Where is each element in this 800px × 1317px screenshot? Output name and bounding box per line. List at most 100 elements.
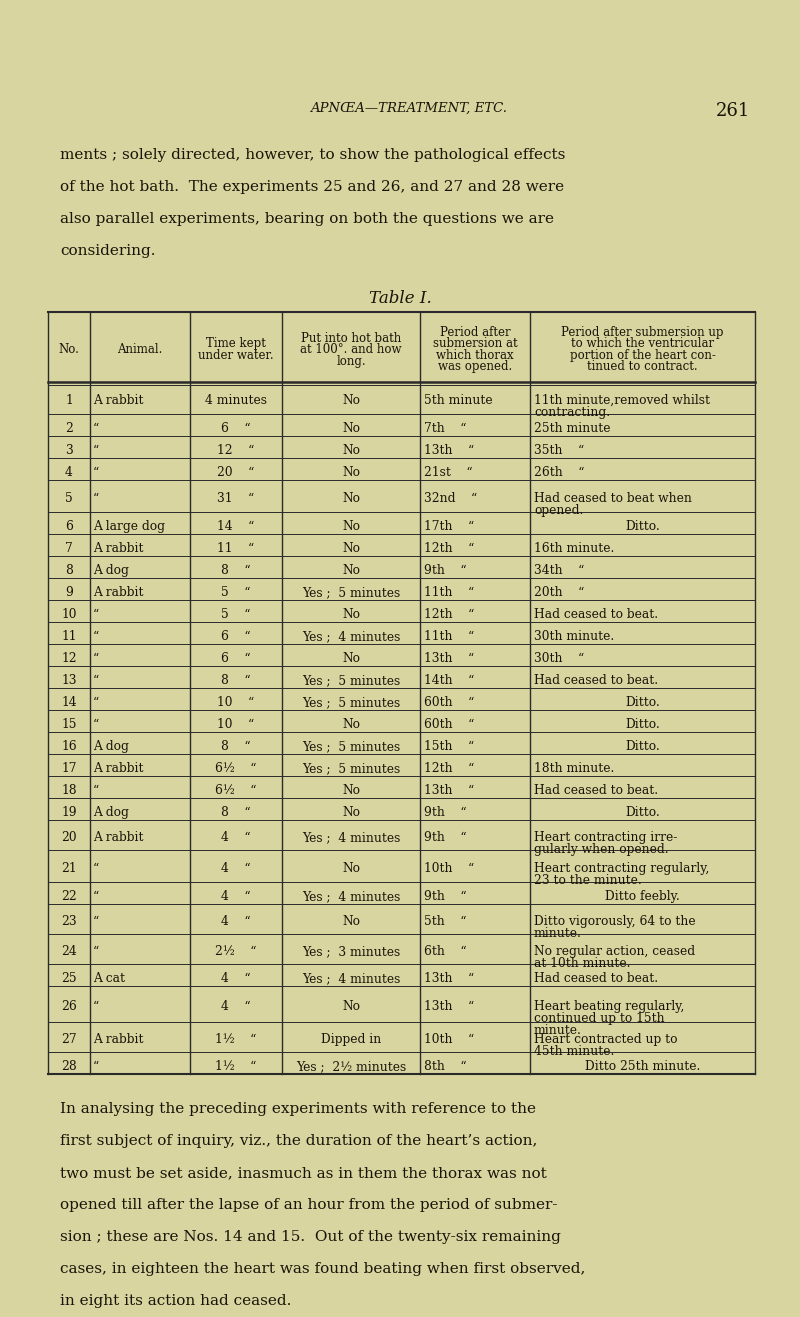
Text: 13th    “: 13th “ [424,652,474,665]
Text: 14    “: 14 “ [218,520,254,533]
Text: Ditto 25th minute.: Ditto 25th minute. [585,1060,700,1073]
Text: No: No [342,608,360,622]
Text: 10    “: 10 “ [218,718,254,731]
Text: two must be set aside, inasmuch as in them the thorax was not: two must be set aside, inasmuch as in th… [60,1166,546,1180]
Text: 13th    “: 13th “ [424,1000,474,1013]
Text: 5th    “: 5th “ [424,915,466,928]
Text: “: “ [93,674,99,687]
Text: 20: 20 [61,831,77,844]
Text: 8    “: 8 “ [221,806,251,819]
Text: APNŒA—TREATMENT, ETC.: APNŒA—TREATMENT, ETC. [310,101,507,115]
Text: 1½    “: 1½ “ [215,1060,257,1073]
Text: Had ceased to beat.: Had ceased to beat. [534,972,658,985]
Text: No: No [342,806,360,819]
Text: minute.: minute. [534,927,582,940]
Text: Ditto vigorously, 64 to the: Ditto vigorously, 64 to the [534,915,696,928]
Text: 12: 12 [61,652,77,665]
Text: 9th    “: 9th “ [424,565,466,577]
Text: 10th    “: 10th “ [424,863,474,876]
Text: Had ceased to beat.: Had ceased to beat. [534,608,658,622]
Text: 4    “: 4 “ [221,831,251,844]
Text: Heart contracting irre-: Heart contracting irre- [534,831,678,844]
Text: Table I.: Table I. [369,290,431,307]
Text: 4 minutes: 4 minutes [205,394,267,407]
Text: 30th    “: 30th “ [534,652,584,665]
Text: A rabbit: A rabbit [93,586,143,599]
Text: 14: 14 [61,697,77,710]
Text: A dog: A dog [93,565,129,577]
Text: considering.: considering. [60,244,155,258]
Text: 5th minute: 5th minute [424,394,493,407]
Text: Heart beating regularly,: Heart beating regularly, [534,1000,684,1013]
Text: 4    “: 4 “ [221,972,251,985]
Text: ments ; solely directed, however, to show the pathological effects: ments ; solely directed, however, to sho… [60,148,566,162]
Text: 13th    “: 13th “ [424,785,474,797]
Text: also parallel experiments, bearing on both the questions we are: also parallel experiments, bearing on bo… [60,212,554,227]
Text: “: “ [93,466,99,479]
Text: No: No [342,444,360,457]
Text: 10: 10 [62,608,77,622]
Text: Period after: Period after [440,325,510,338]
Text: 11th    “: 11th “ [424,586,474,599]
Text: 6    “: 6 “ [221,631,251,644]
Text: at 100°. and how: at 100°. and how [300,342,402,356]
Text: A rabbit: A rabbit [93,831,143,844]
Text: Yes ;  4 minutes: Yes ; 4 minutes [302,890,400,903]
Text: No: No [342,394,360,407]
Text: 24: 24 [61,946,77,959]
Text: 261: 261 [716,101,750,120]
Text: 14th    “: 14th “ [424,674,474,687]
Text: 15th    “: 15th “ [424,740,474,753]
Text: Yes ;  5 minutes: Yes ; 5 minutes [302,740,400,753]
Text: under water.: under water. [198,349,274,362]
Text: 11: 11 [62,631,77,644]
Text: 6½    “: 6½ “ [215,763,257,776]
Text: 30th minute.: 30th minute. [534,631,614,644]
Text: 9th    “: 9th “ [424,806,466,819]
Text: 31    “: 31 “ [218,493,254,506]
Text: Yes ;  5 minutes: Yes ; 5 minutes [302,763,400,776]
Text: “: “ [93,423,99,436]
Text: 7th    “: 7th “ [424,423,466,436]
Text: Yes ;  4 minutes: Yes ; 4 minutes [302,631,400,644]
Text: 11    “: 11 “ [218,543,254,556]
Text: 12th    “: 12th “ [424,763,474,776]
Text: “: “ [93,444,99,457]
Text: 4    “: 4 “ [221,890,251,903]
Text: 12th    “: 12th “ [424,608,474,622]
Text: 12th    “: 12th “ [424,543,474,556]
Text: 20th    “: 20th “ [534,586,584,599]
Text: 13th    “: 13th “ [424,444,474,457]
Text: No: No [342,543,360,556]
Text: 32nd    “: 32nd “ [424,493,478,506]
Text: 22: 22 [61,890,77,903]
Text: Ditto.: Ditto. [625,740,660,753]
Text: 17: 17 [62,763,77,776]
Text: sion ; these are Nos. 14 and 15.  Out of the twenty-six remaining: sion ; these are Nos. 14 and 15. Out of … [60,1230,561,1245]
Text: 18th minute.: 18th minute. [534,763,614,776]
Text: 16th minute.: 16th minute. [534,543,614,556]
Text: “: “ [93,1000,99,1013]
Text: 4    “: 4 “ [221,915,251,928]
Text: 6½    “: 6½ “ [215,785,257,797]
Text: 13th    “: 13th “ [424,972,474,985]
Text: No: No [342,565,360,577]
Text: “: “ [93,863,99,876]
Text: In analysing the preceding experiments with reference to the: In analysing the preceding experiments w… [60,1102,536,1115]
Text: 8    “: 8 “ [221,674,251,687]
Text: No: No [342,785,360,797]
Text: 21st    “: 21st “ [424,466,473,479]
Text: 8    “: 8 “ [221,565,251,577]
Text: “: “ [93,608,99,622]
Text: A cat: A cat [93,972,125,985]
Text: 28: 28 [61,1060,77,1073]
Text: 1½    “: 1½ “ [215,1034,257,1047]
Text: “: “ [93,652,99,665]
Text: 6: 6 [65,520,73,533]
Text: No: No [342,466,360,479]
Text: A large dog: A large dog [93,520,165,533]
Text: 11th    “: 11th “ [424,631,474,644]
Text: No: No [342,863,360,876]
Text: of the hot bath.  The experiments 25 and 26, and 27 and 28 were: of the hot bath. The experiments 25 and … [60,180,564,194]
Text: portion of the heart con-: portion of the heart con- [570,349,715,362]
